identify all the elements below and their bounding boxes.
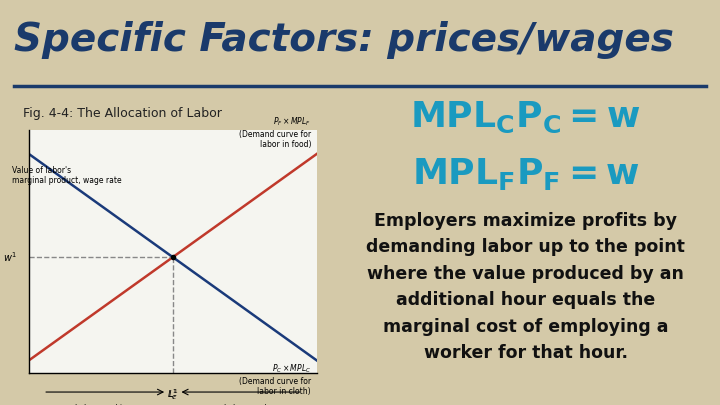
Text: $\mathbf{MPL_CP_C = w}$: $\mathbf{MPL_CP_C = w}$ — [410, 100, 641, 135]
Text: $\mathbf{MPL_FP_F = w}$: $\mathbf{MPL_FP_F = w}$ — [412, 156, 639, 192]
Text: Labor used in
cloth, $L_C$: Labor used in cloth, $L_C$ — [75, 404, 127, 405]
Text: $w^1$: $w^1$ — [3, 250, 17, 264]
Text: $L^1_F$: $L^1_F$ — [168, 387, 178, 402]
Text: $L^1_C$: $L^1_C$ — [168, 387, 178, 402]
Text: $P_F \times MPL_F$
(Demand curve for
labor in food): $P_F \times MPL_F$ (Demand curve for lab… — [239, 116, 311, 149]
Text: $P_C \times MPL_C$
(Demand curve for
labor in cloth): $P_C \times MPL_C$ (Demand curve for lab… — [239, 363, 311, 396]
Text: Fig. 4-4: The Allocation of Labor: Fig. 4-4: The Allocation of Labor — [23, 107, 222, 120]
Text: Employers maximize profits by
demanding labor up to the point
where the value pr: Employers maximize profits by demanding … — [366, 212, 685, 362]
Text: Specific Factors: prices/wages: Specific Factors: prices/wages — [14, 21, 674, 59]
Text: Labor used
in food, $L_F$: Labor used in food, $L_F$ — [223, 404, 266, 405]
Text: Value of labor's
marginal product, wage rate: Value of labor's marginal product, wage … — [12, 166, 121, 185]
